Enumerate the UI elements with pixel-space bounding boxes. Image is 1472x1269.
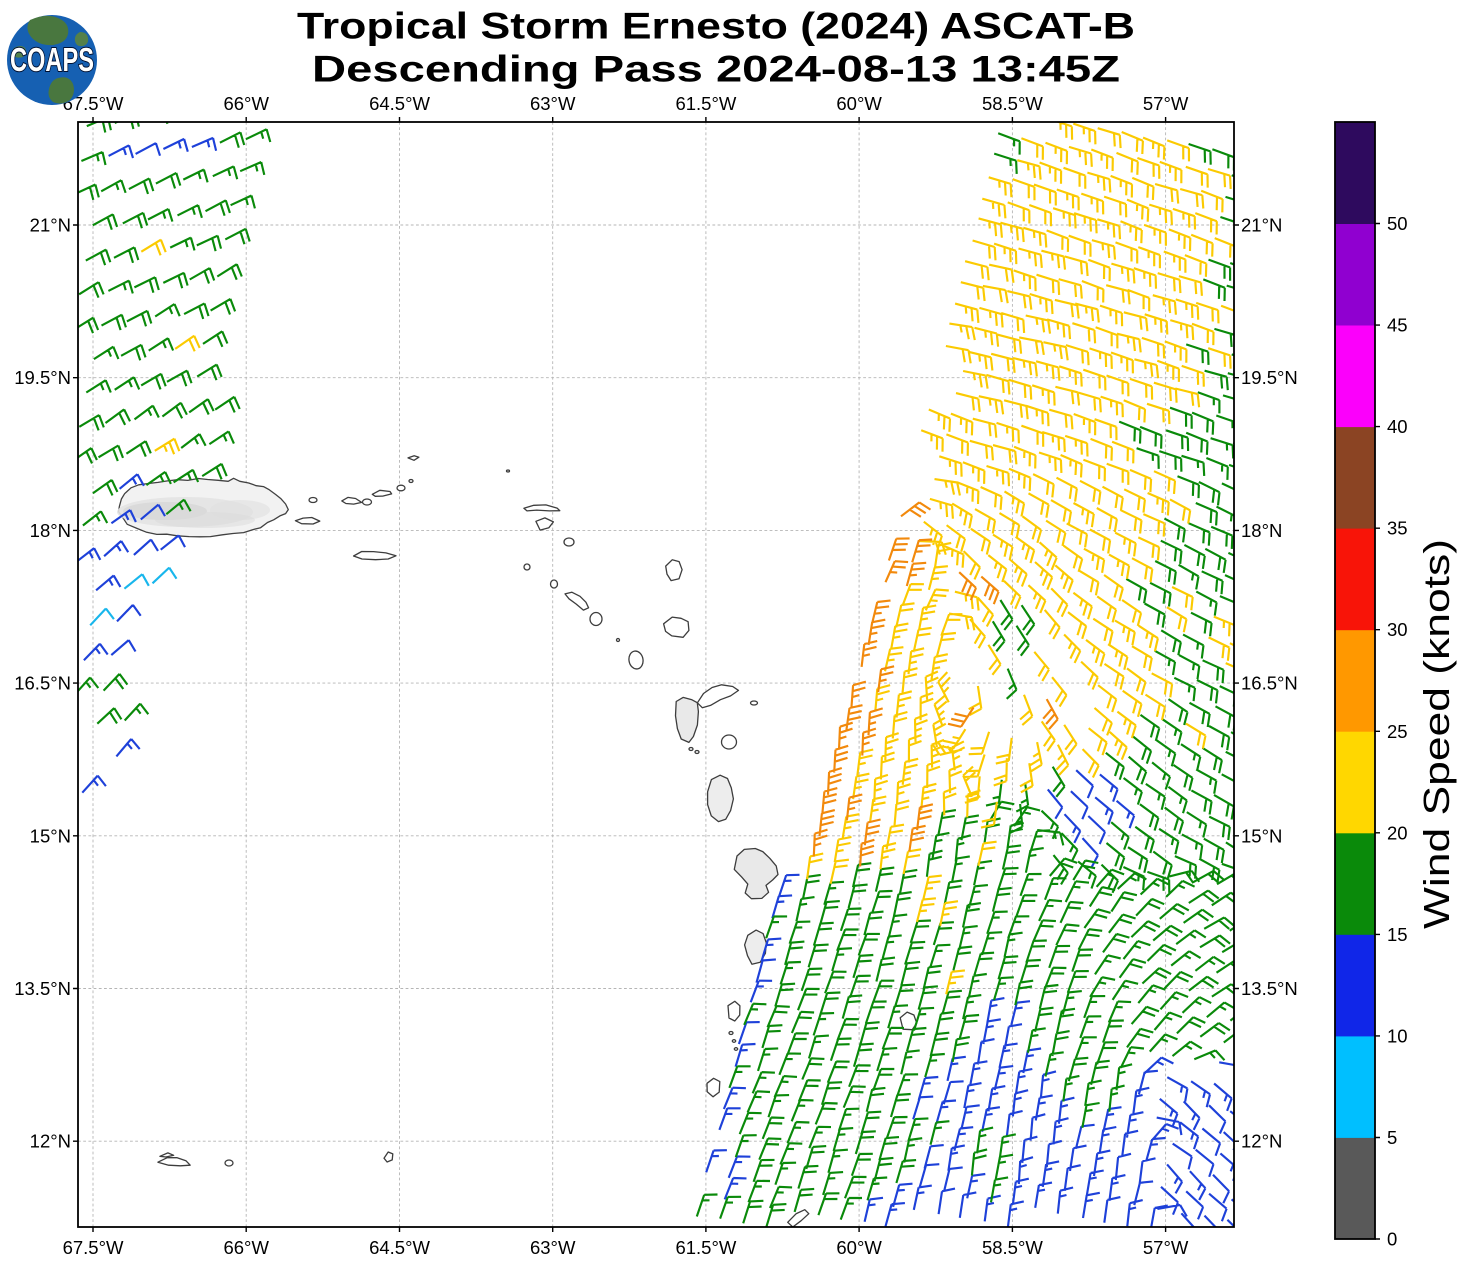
svg-text:57°W: 57°W	[1143, 1237, 1189, 1258]
svg-text:67.5°W: 67.5°W	[63, 1237, 124, 1258]
svg-text:10: 10	[1387, 1025, 1408, 1046]
svg-text:13.5°N: 13.5°N	[14, 978, 71, 999]
svg-text:15: 15	[1387, 924, 1408, 945]
svg-text:45: 45	[1387, 315, 1408, 336]
svg-text:19.5°N: 19.5°N	[1241, 367, 1298, 388]
svg-text:57°W: 57°W	[1143, 93, 1189, 114]
svg-text:40: 40	[1387, 416, 1408, 437]
svg-text:Descending Pass 2024-08-13 13:: Descending Pass 2024-08-13 13:45Z	[312, 49, 1120, 90]
svg-text:64.5°W: 64.5°W	[369, 93, 430, 114]
svg-text:15°N: 15°N	[30, 825, 71, 846]
svg-text:12°N: 12°N	[1241, 1131, 1282, 1152]
svg-text:66°W: 66°W	[223, 1237, 269, 1258]
svg-text:66°W: 66°W	[223, 93, 269, 114]
svg-text:0: 0	[1387, 1229, 1397, 1250]
svg-text:50: 50	[1387, 213, 1408, 234]
svg-text:12°N: 12°N	[30, 1131, 71, 1152]
svg-text:63°W: 63°W	[530, 93, 576, 114]
svg-text:13.5°N: 13.5°N	[1241, 978, 1298, 999]
svg-text:58.5°W: 58.5°W	[982, 1237, 1043, 1258]
svg-text:60°W: 60°W	[836, 1237, 882, 1258]
svg-text:60°W: 60°W	[836, 93, 882, 114]
svg-text:20: 20	[1387, 822, 1408, 843]
svg-text:21°N: 21°N	[1241, 215, 1282, 236]
svg-text:61.5°W: 61.5°W	[675, 93, 736, 114]
svg-text:18°N: 18°N	[1241, 520, 1282, 541]
svg-text:67.5°W: 67.5°W	[63, 93, 124, 114]
svg-text:Tropical Storm Ernesto (2024): Tropical Storm Ernesto (2024) ASCAT-B	[297, 6, 1135, 47]
svg-text:35: 35	[1387, 518, 1408, 539]
svg-text:5: 5	[1387, 1127, 1397, 1148]
svg-text:21°N: 21°N	[30, 215, 71, 236]
svg-text:18°N: 18°N	[30, 520, 71, 541]
svg-text:16.5°N: 16.5°N	[14, 673, 71, 694]
svg-text:COAPS: COAPS	[10, 41, 94, 78]
svg-text:Wind Speed (knots): Wind Speed (knots)	[1416, 539, 1457, 929]
svg-text:16.5°N: 16.5°N	[1241, 673, 1298, 694]
svg-text:64.5°W: 64.5°W	[369, 1237, 430, 1258]
svg-text:61.5°W: 61.5°W	[675, 1237, 736, 1258]
svg-text:63°W: 63°W	[530, 1237, 576, 1258]
svg-text:25: 25	[1387, 721, 1408, 742]
svg-text:30: 30	[1387, 619, 1408, 640]
svg-text:19.5°N: 19.5°N	[14, 367, 71, 388]
svg-text:15°N: 15°N	[1241, 825, 1282, 846]
svg-text:58.5°W: 58.5°W	[982, 93, 1043, 114]
